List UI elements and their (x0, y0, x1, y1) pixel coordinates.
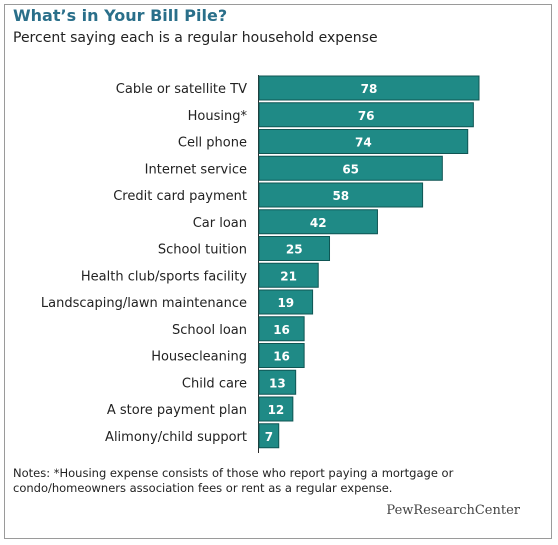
bar-value-label: 16 (273, 350, 290, 364)
bar-value-label: 78 (361, 82, 378, 96)
bar (258, 236, 331, 261)
category-label: School loan (172, 323, 247, 338)
category-label: Credit card payment (113, 189, 247, 204)
pew-research-logo: PewResearchCenter (386, 503, 520, 518)
category-label: A store payment plan (107, 403, 247, 418)
bar-value-label: 65 (342, 162, 359, 176)
category-label: Health club/sports facility (81, 269, 247, 284)
category-label: School tuition (158, 243, 247, 258)
bar (258, 209, 378, 235)
bar (258, 343, 305, 368)
bar-value-label: 19 (277, 296, 294, 310)
category-label: Internet service (145, 162, 247, 177)
bar (258, 155, 443, 181)
category-label: Housecleaning (151, 350, 247, 365)
bar-value-label: 13 (269, 376, 286, 390)
bar-value-label: 7 (265, 430, 273, 444)
bar (258, 369, 297, 395)
bar-chart: Cable or satellite TV 78 Housing* 76 Cell ph… (41, 75, 480, 453)
bar (258, 182, 424, 208)
bar (258, 129, 469, 154)
category-label: Landscaping/lawn maintenance (41, 296, 247, 311)
bars-group: Cable or satellite TV 78 Housing* 76 Cell ph… (41, 75, 480, 449)
category-label: Car loan (193, 216, 247, 231)
bar-value-label: 74 (355, 136, 372, 150)
bar-value-label: 42 (310, 216, 327, 230)
bar (258, 75, 480, 101)
category-label: Housing* (188, 109, 248, 124)
bar (258, 423, 280, 449)
bar-value-label: 16 (273, 323, 290, 337)
bar (258, 102, 474, 128)
bar-value-label: 76 (358, 109, 375, 123)
category-label: Alimony/child support (105, 430, 247, 445)
bar-value-label: 21 (280, 269, 297, 283)
bar (258, 396, 294, 422)
bar (258, 262, 319, 288)
category-label: Child care (182, 376, 247, 391)
bar (258, 316, 305, 342)
bar-value-label: 25 (286, 243, 303, 257)
bar-value-label: 58 (332, 189, 349, 203)
chart-subtitle: Percent saying each is a regular househo… (13, 30, 378, 46)
category-label: Cell phone (178, 136, 247, 151)
category-label: Cable or satellite TV (116, 82, 247, 97)
chart-title: What’s in Your Bill Pile? (13, 6, 228, 25)
chart-notes: Notes: *Housing expense consists of thos… (13, 466, 454, 495)
bar (258, 289, 314, 315)
bar-value-label: 12 (268, 403, 285, 417)
